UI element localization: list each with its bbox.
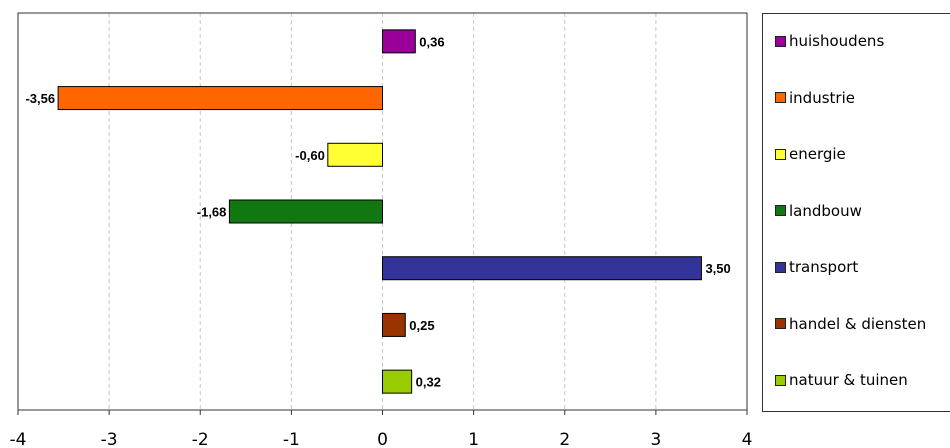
legend-label: transport	[789, 258, 859, 276]
value-label: -1,68	[197, 205, 227, 220]
legend-swatch	[775, 35, 786, 47]
legend-item: transport	[775, 257, 858, 277]
x-tick-label: 2	[559, 430, 570, 448]
legend: huishoudens industrie energie landbouw trans…	[762, 13, 950, 412]
legend-label: natuur & tuinen	[789, 371, 908, 389]
x-tick-label: 0	[377, 430, 388, 448]
bar-2	[327, 142, 384, 167]
value-label: -0,60	[295, 148, 325, 163]
bar-3	[228, 199, 383, 224]
legend-item: handel & diensten	[775, 314, 926, 334]
legend-item: huishoudens	[775, 31, 884, 51]
value-labels: 0,36 -3,56 -0,60 -1,68 3,50 0,25 0,32	[25, 34, 730, 389]
bar-1	[57, 86, 383, 111]
bar-6	[382, 369, 413, 394]
value-label: -3,56	[25, 91, 55, 106]
x-tick-label: 1	[468, 430, 479, 448]
legend-label: industrie	[789, 88, 855, 107]
legend-swatch	[775, 318, 786, 329]
x-tick-label: -2	[192, 430, 209, 448]
legend-swatch	[775, 205, 786, 216]
x-axis-tick-labels: -4 -3 -2 -1 0 1 2 3 4	[10, 430, 753, 448]
bar-0	[382, 29, 416, 54]
legend-label: handel & diensten	[789, 314, 927, 333]
bar-4	[382, 256, 702, 281]
legend-label: landbouw	[789, 201, 862, 220]
legend-item: landbouw	[775, 201, 862, 221]
x-tick-label: -4	[10, 430, 27, 448]
legend-swatch	[775, 148, 786, 160]
x-tick-label: 3	[650, 430, 661, 448]
bars	[57, 29, 702, 394]
x-axis-ticks	[17, 410, 748, 415]
legend-swatch	[775, 374, 786, 386]
legend-label: huishoudens	[789, 32, 885, 50]
value-label: 0,36	[419, 34, 444, 49]
x-tick-label: -3	[101, 430, 118, 448]
legend-swatch	[775, 261, 786, 273]
x-tick-label: -1	[283, 430, 300, 448]
bar-5	[382, 312, 406, 337]
legend-label: energie	[789, 145, 846, 163]
value-label: 3,50	[705, 261, 730, 276]
legend-swatch	[775, 92, 786, 103]
x-tick-label: 4	[742, 430, 753, 448]
value-label: 0,32	[416, 375, 441, 390]
legend-item: industrie	[775, 88, 855, 108]
value-label: 0,25	[409, 318, 434, 333]
legend-item: natuur & tuinen	[775, 370, 908, 390]
legend-item: energie	[775, 144, 846, 164]
